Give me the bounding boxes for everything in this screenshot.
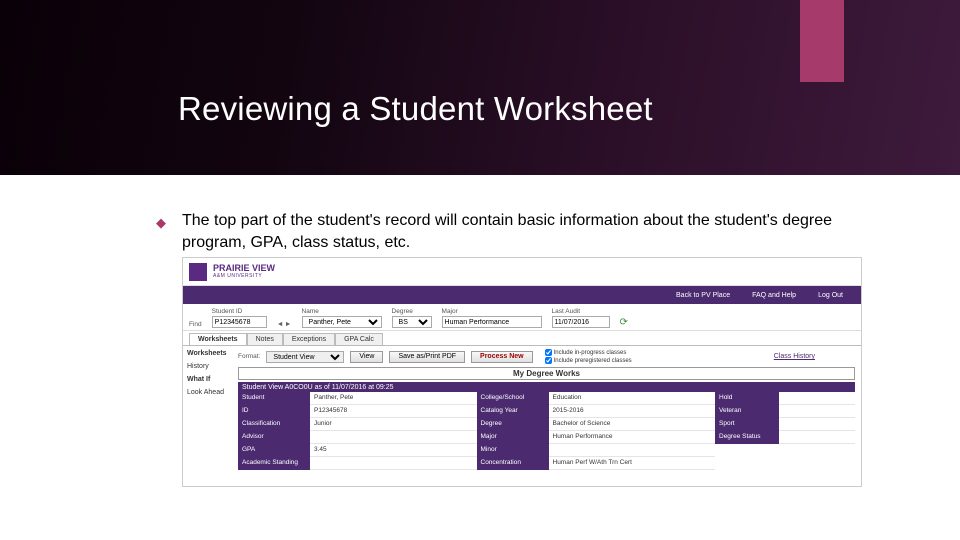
major-label: Major — [442, 308, 542, 315]
include-prereg-label: Include preregistered classes — [554, 358, 632, 364]
student-id-input[interactable] — [212, 316, 267, 328]
conc-v: Human Perf W/Ath Trn Cert — [549, 457, 716, 470]
nav-logout[interactable]: Log Out — [818, 292, 843, 299]
name-select[interactable]: Panther, Pete — [302, 316, 382, 328]
degstatus-l: Degree Status — [715, 431, 779, 444]
degree-label: Degree — [392, 308, 432, 315]
top-nav: Back to PV Place FAQ and Help Log Out — [183, 286, 861, 304]
gpa-l: GPA — [238, 444, 310, 457]
id-v: P12345678 — [310, 405, 477, 418]
gpa-v: 3.45 — [310, 444, 477, 457]
side-history[interactable]: History — [187, 363, 234, 370]
side-whatif[interactable]: What If — [187, 376, 234, 383]
conc-l: Concentration — [477, 457, 549, 470]
prev-next-arrows: ◄ ► — [277, 321, 292, 328]
filter-row: Find Student ID ◄ ► Name Panther, Pete D… — [183, 304, 861, 331]
info-col-mid: College/SchoolEducation Catalog Year2015… — [477, 392, 716, 470]
catalog-l: Catalog Year — [477, 405, 549, 418]
degstatus-v — [779, 431, 855, 444]
nav-back[interactable]: Back to PV Place — [676, 292, 730, 299]
student-v: Panther, Pete — [310, 392, 477, 405]
hold-v — [779, 392, 855, 405]
university-sub: A&M UNIVERSITY — [213, 273, 275, 279]
student-info-grid: StudentPanther, Pete IDP12345678 Classif… — [238, 392, 855, 470]
university-logo — [189, 263, 207, 281]
view-button[interactable]: View — [350, 351, 383, 363]
include-inprogress-checkbox[interactable] — [545, 349, 552, 356]
toolbar: Format: Student View View Save as/Print … — [238, 349, 855, 364]
refresh-icon[interactable]: ⟳ — [620, 317, 628, 328]
bullet-icon: ◆ — [156, 215, 166, 231]
process-new-button[interactable]: Process New — [471, 351, 533, 363]
next-icon[interactable]: ► — [285, 321, 292, 328]
college-l: College/School — [477, 392, 549, 405]
student-l: Student — [238, 392, 310, 405]
slide-title: Reviewing a Student Worksheet — [178, 90, 653, 128]
info-col-left: StudentPanther, Pete IDP12345678 Classif… — [238, 392, 477, 470]
sport-v — [779, 418, 855, 431]
info-col-right: Hold Veteran Sport Degree Status — [715, 392, 855, 470]
major-v2: Human Performance — [549, 431, 716, 444]
university-name: PRAIRIE VIEW — [213, 264, 275, 273]
nav-faq[interactable]: FAQ and Help — [752, 292, 796, 299]
acadstand-v — [310, 457, 477, 470]
class-l: Classification — [238, 418, 310, 431]
include-inprogress-label: Include in-progress classes — [554, 350, 627, 356]
main-tabs: Worksheets Notes Exceptions GPA Calc — [183, 331, 861, 346]
college-v: Education — [549, 392, 716, 405]
degree-select[interactable]: BS — [392, 316, 432, 328]
advisor-l: Advisor — [238, 431, 310, 444]
side-lookahead[interactable]: Look Ahead — [187, 389, 234, 396]
find-label: Find — [189, 321, 202, 328]
minor-l: Minor — [477, 444, 549, 457]
format-label: Format: — [238, 353, 260, 360]
tab-worksheets[interactable]: Worksheets — [189, 333, 247, 345]
main-panel: Format: Student View View Save as/Print … — [238, 346, 861, 470]
include-options: Include in-progress classes Include prer… — [545, 349, 632, 364]
tab-gpa-calc[interactable]: GPA Calc — [335, 333, 383, 345]
major-input[interactable] — [442, 316, 542, 328]
side-worksheets[interactable]: Worksheets — [187, 350, 234, 357]
degreeworks-screenshot: PRAIRIE VIEW A&M UNIVERSITY Back to PV P… — [182, 257, 862, 487]
minor-v — [549, 444, 716, 457]
worksheet-body: Worksheets History What If Look Ahead Fo… — [183, 346, 861, 470]
last-audit-label: Last Audit — [552, 308, 610, 315]
veteran-l: Veteran — [715, 405, 779, 418]
my-degree-works-title: My Degree Works — [238, 367, 855, 380]
save-pdf-button[interactable]: Save as/Print PDF — [389, 351, 465, 363]
advisor-v — [310, 431, 477, 444]
format-select[interactable]: Student View — [266, 351, 344, 363]
student-id-label: Student ID — [212, 308, 267, 315]
sport-l: Sport — [715, 418, 779, 431]
university-header: PRAIRIE VIEW A&M UNIVERSITY — [183, 258, 861, 286]
slide-description: The top part of the student's record wil… — [182, 210, 842, 253]
accent-bar — [800, 0, 844, 82]
hold-l: Hold — [715, 392, 779, 405]
acadstand-l: Academic Standing — [238, 457, 310, 470]
class-history-link[interactable]: Class History — [774, 353, 815, 360]
catalog-v: 2015-2016 — [549, 405, 716, 418]
tab-notes[interactable]: Notes — [247, 333, 283, 345]
id-l: ID — [238, 405, 310, 418]
major-l2: Major — [477, 431, 549, 444]
side-nav: Worksheets History What If Look Ahead — [183, 346, 238, 470]
degree-v2: Bachelor of Science — [549, 418, 716, 431]
tab-exceptions[interactable]: Exceptions — [283, 333, 335, 345]
class-v: Junior — [310, 418, 477, 431]
include-prereg-checkbox[interactable] — [545, 357, 552, 364]
prev-icon[interactable]: ◄ — [277, 321, 284, 328]
student-view-bar: Student View A0CO0U as of 11/07/2016 at … — [238, 382, 855, 392]
degree-l2: Degree — [477, 418, 549, 431]
name-label: Name — [302, 308, 382, 315]
last-audit-input[interactable] — [552, 316, 610, 328]
veteran-v — [779, 405, 855, 418]
